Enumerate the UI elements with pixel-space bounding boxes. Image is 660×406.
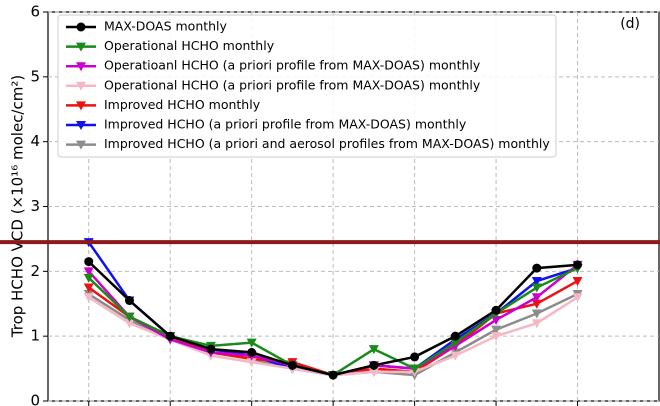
marker [83, 267, 94, 277]
marker [83, 283, 94, 293]
y-tick-label: 6 [30, 3, 40, 21]
marker [76, 22, 86, 32]
marker [76, 62, 86, 72]
marker [532, 263, 542, 273]
y-tick-label: 5 [30, 67, 40, 85]
marker [531, 319, 542, 329]
marker [124, 319, 135, 329]
marker [573, 260, 583, 270]
marker [368, 345, 379, 355]
marker [165, 331, 175, 341]
marker [531, 299, 542, 309]
marker [84, 257, 94, 267]
y-tick-label: 3 [30, 197, 40, 215]
legend-label: Operational HCHO monthly [104, 38, 275, 53]
marker [531, 283, 542, 293]
marker [491, 315, 502, 325]
legend-label: Operational HCHO (a priori profile from … [104, 77, 481, 92]
marker [246, 358, 257, 368]
y-tick-label: 1 [30, 327, 40, 345]
marker [76, 81, 86, 91]
marker [328, 370, 338, 380]
legend-label: Improved HCHO monthly [104, 97, 261, 112]
y-tick-label: 4 [30, 132, 40, 150]
marker [287, 360, 297, 370]
marker [491, 325, 502, 335]
y-axis-label: Trop HCHO VCD (×10¹⁶ molec/cm²) [9, 75, 27, 338]
panel-label: (d) [620, 16, 640, 32]
legend-box [57, 14, 557, 158]
marker [76, 140, 86, 150]
marker [368, 367, 379, 377]
legend-label: MAX-DOAS monthly [104, 19, 228, 34]
marker [531, 277, 542, 287]
marker [369, 360, 379, 370]
marker [76, 101, 86, 111]
legend-label: Operatioanl HCHO (a priori profile from … [104, 58, 481, 73]
marker [491, 305, 501, 315]
marker [409, 364, 420, 374]
marker [247, 347, 257, 357]
legend-label: Improved HCHO (a priori profile from MAX… [104, 117, 467, 132]
marker [410, 352, 420, 362]
marker [206, 344, 216, 354]
marker [572, 293, 583, 303]
marker [531, 293, 542, 303]
marker [124, 296, 134, 306]
marker [76, 121, 86, 130]
marker [83, 273, 94, 283]
marker [450, 338, 461, 348]
marker [572, 277, 583, 287]
marker [246, 338, 257, 348]
marker [83, 293, 94, 303]
y-tick-label: 2 [30, 262, 40, 280]
marker [76, 42, 86, 52]
legend: MAX-DOAS monthly Operational HCHO monthly… [57, 14, 557, 158]
legend-label: Improved HCHO (a priori and aerosol prof… [104, 136, 550, 151]
y-tick-label: 0 [30, 392, 40, 406]
marker [531, 309, 542, 319]
marker [450, 351, 461, 361]
marker [124, 312, 135, 322]
marker [450, 331, 460, 341]
marker [491, 332, 502, 342]
